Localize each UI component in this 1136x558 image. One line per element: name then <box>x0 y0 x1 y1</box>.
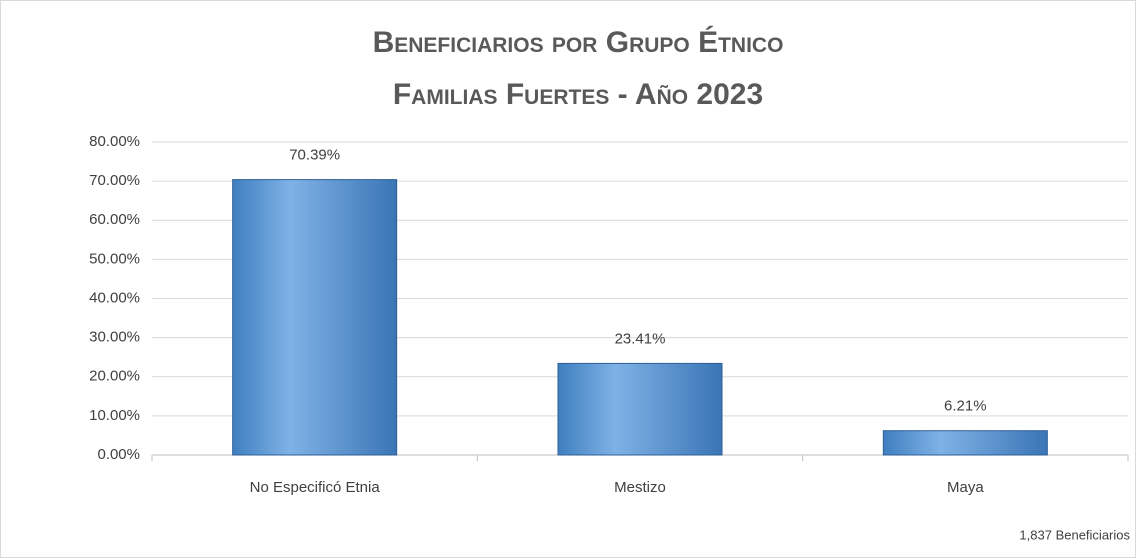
y-tick-label: 80.00% <box>89 133 140 150</box>
y-tick-label: 30.00% <box>89 329 140 346</box>
y-tick-label: 70.00% <box>89 172 140 189</box>
y-tick-label: 50.00% <box>89 250 140 267</box>
annotation: 1,837 Beneficiarios <box>1019 527 1130 542</box>
x-tick-label: Mestizo <box>614 479 666 496</box>
value-label: 23.41% <box>615 330 666 347</box>
bar <box>557 362 723 456</box>
chart-subtitle: Familias Fuertes - Año 2023 <box>393 78 763 111</box>
x-tick-label: No Especificó Etnia <box>250 479 381 496</box>
y-tick-label: 0.00% <box>97 446 140 463</box>
bar <box>882 430 1048 456</box>
value-label: 70.39% <box>289 147 340 164</box>
bar <box>232 179 398 456</box>
value-label: 6.21% <box>944 398 987 415</box>
chart-title: Beneficiarios por Grupo Étnico <box>373 25 784 59</box>
x-tick-label: Maya <box>947 479 984 496</box>
y-tick-label: 60.00% <box>89 211 140 228</box>
y-tick-label: 40.00% <box>89 289 140 306</box>
y-tick-label: 20.00% <box>89 368 140 385</box>
y-tick-label: 10.00% <box>89 407 140 424</box>
